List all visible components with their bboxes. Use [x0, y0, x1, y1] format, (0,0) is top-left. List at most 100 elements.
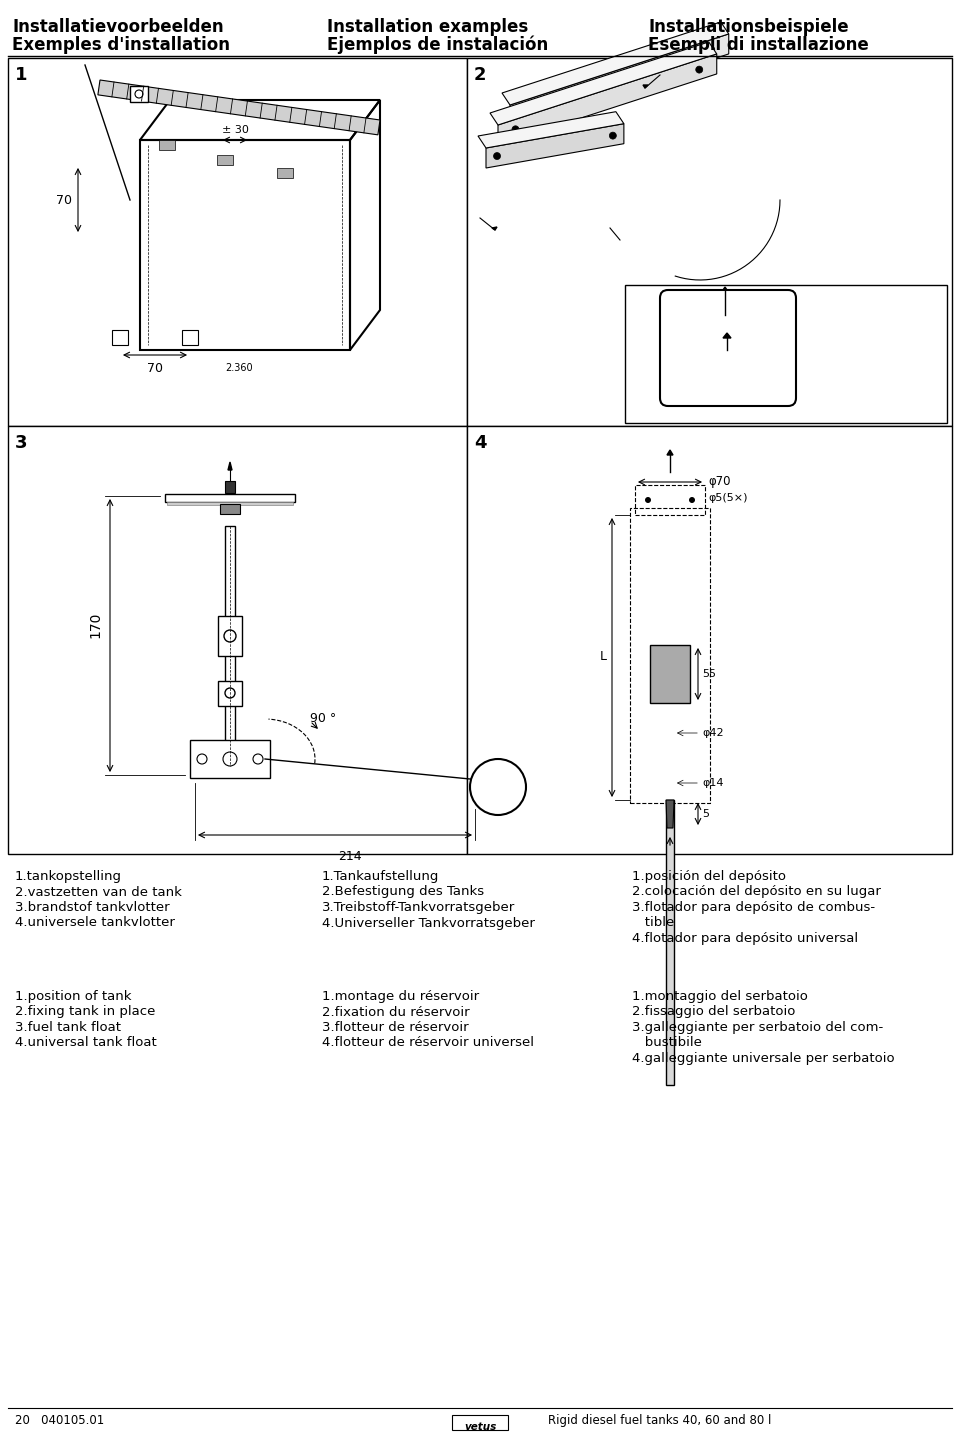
Text: 70: 70: [56, 194, 72, 207]
Text: 4.flotador para depósito universal: 4.flotador para depósito universal: [632, 933, 858, 946]
Bar: [112, 331, 128, 345]
FancyBboxPatch shape: [660, 290, 796, 407]
Text: 4: 4: [474, 434, 487, 453]
Bar: [625, 285, 947, 422]
Text: 4.flotteur de réservoir universel: 4.flotteur de réservoir universel: [322, 1036, 534, 1049]
Text: Installation examples: Installation examples: [327, 19, 528, 36]
Polygon shape: [667, 450, 673, 456]
Text: 1.position of tank: 1.position of tank: [15, 990, 132, 1003]
Polygon shape: [510, 34, 729, 125]
Text: 1.tankopstelling: 1.tankopstelling: [15, 869, 122, 882]
Bar: [630, 509, 710, 803]
Text: 2: 2: [474, 66, 487, 83]
Polygon shape: [498, 55, 717, 145]
Text: 20   040105.01: 20 040105.01: [15, 1414, 105, 1427]
Text: 70: 70: [147, 362, 163, 375]
Text: Rigid diesel fuel tanks 40, 60 and 80 l: Rigid diesel fuel tanks 40, 60 and 80 l: [548, 1414, 772, 1427]
Text: bustibile: bustibile: [632, 1036, 702, 1049]
Circle shape: [512, 126, 519, 132]
Text: 3.fuel tank float: 3.fuel tank float: [15, 1022, 121, 1035]
Bar: [225, 481, 235, 493]
Bar: [650, 645, 690, 703]
Text: 2.colocación del depósito en su lugar: 2.colocación del depósito en su lugar: [632, 885, 881, 898]
Text: 4.universele tankvlotter: 4.universele tankvlotter: [15, 917, 175, 930]
Text: 4.Universeller Tankvorratsgeber: 4.Universeller Tankvorratsgeber: [322, 917, 535, 930]
Polygon shape: [228, 463, 232, 470]
Text: 90 °: 90 °: [310, 713, 336, 726]
Polygon shape: [502, 22, 729, 105]
Text: φ42: φ42: [702, 729, 724, 739]
Text: 1.montage du réservoir: 1.montage du réservoir: [322, 990, 479, 1003]
Polygon shape: [723, 333, 731, 338]
Bar: [225, 526, 235, 746]
Bar: [8, 57, 467, 425]
Text: 55: 55: [702, 670, 716, 680]
Bar: [635, 486, 705, 514]
Text: 1: 1: [15, 66, 28, 83]
Bar: [217, 155, 233, 165]
Polygon shape: [490, 42, 717, 125]
Circle shape: [524, 106, 531, 114]
Circle shape: [610, 132, 616, 139]
Polygon shape: [492, 227, 497, 230]
Text: Installationsbeispiele: Installationsbeispiele: [648, 19, 849, 36]
Text: 214: 214: [338, 851, 362, 864]
Text: 1.Tankaufstellung: 1.Tankaufstellung: [322, 869, 440, 882]
Circle shape: [708, 46, 715, 53]
Text: 3.flotador para depósito de combus-: 3.flotador para depósito de combus-: [632, 901, 876, 914]
Bar: [8, 425, 467, 854]
Text: L: L: [600, 651, 607, 664]
Bar: [277, 168, 293, 178]
Circle shape: [493, 152, 500, 160]
Polygon shape: [98, 80, 380, 135]
Text: vetus: vetus: [464, 1423, 496, 1433]
Text: 1.posición del depósito: 1.posición del depósito: [632, 869, 786, 882]
Bar: [182, 331, 198, 345]
Text: φ5(5×): φ5(5×): [708, 493, 748, 503]
Text: ± 30: ± 30: [222, 125, 249, 135]
Text: 3.brandstof tankvlotter: 3.brandstof tankvlotter: [15, 901, 170, 914]
Text: 3.flotteur de réservoir: 3.flotteur de réservoir: [322, 1022, 468, 1035]
Text: 3.Treibstoff-Tankvorratsgeber: 3.Treibstoff-Tankvorratsgeber: [322, 901, 516, 914]
Bar: [666, 800, 674, 1085]
Polygon shape: [721, 287, 729, 293]
Circle shape: [645, 497, 651, 503]
Text: 3: 3: [15, 434, 28, 453]
Text: Exemples d'installation: Exemples d'installation: [12, 36, 230, 55]
Text: 3.galleggiante per serbatoio del com-: 3.galleggiante per serbatoio del com-: [632, 1022, 883, 1035]
Text: 1.montaggio del serbatoio: 1.montaggio del serbatoio: [632, 990, 808, 1003]
Text: Esempli di installazione: Esempli di installazione: [648, 36, 869, 55]
Polygon shape: [478, 112, 624, 148]
Bar: [190, 740, 270, 777]
Text: 4.universal tank float: 4.universal tank float: [15, 1036, 156, 1049]
Circle shape: [696, 66, 703, 73]
Polygon shape: [486, 124, 624, 168]
Text: φ70: φ70: [708, 476, 731, 489]
Text: 2.fixing tank in place: 2.fixing tank in place: [15, 1006, 156, 1019]
Bar: [159, 139, 175, 149]
Bar: [452, 1415, 508, 1430]
Text: φ14: φ14: [702, 777, 724, 787]
Text: 2.vastzetten van de tank: 2.vastzetten van de tank: [15, 885, 181, 898]
Bar: [467, 425, 952, 854]
Text: 5: 5: [702, 809, 709, 819]
Text: 4.galleggiante universale per serbatoio: 4.galleggiante universale per serbatoio: [632, 1052, 895, 1065]
Bar: [220, 504, 240, 514]
Text: 2.fissaggio del serbatoio: 2.fissaggio del serbatoio: [632, 1006, 796, 1019]
Text: 170: 170: [88, 612, 102, 638]
Text: 2.360: 2.360: [225, 364, 252, 374]
Text: Installatievoorbeelden: Installatievoorbeelden: [12, 19, 224, 36]
Bar: [467, 57, 952, 425]
Polygon shape: [643, 85, 648, 88]
Bar: [167, 502, 293, 504]
Text: 2.fixation du réservoir: 2.fixation du réservoir: [322, 1006, 469, 1019]
Text: tible: tible: [632, 917, 674, 930]
Text: 2.Befestigung des Tanks: 2.Befestigung des Tanks: [322, 885, 484, 898]
Circle shape: [689, 497, 695, 503]
Text: Ejemplos de instalación: Ejemplos de instalación: [327, 36, 548, 55]
Bar: [218, 616, 242, 657]
Bar: [218, 681, 242, 706]
Bar: [165, 494, 295, 502]
Polygon shape: [666, 800, 674, 828]
Bar: [130, 86, 148, 102]
